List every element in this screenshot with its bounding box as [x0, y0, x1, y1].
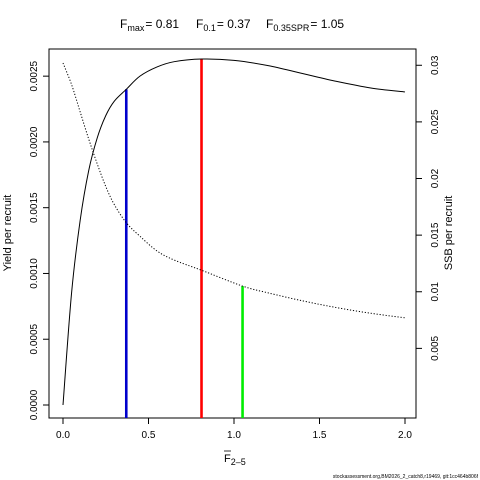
x-tick-label: 0.5	[142, 430, 156, 441]
yield-per-recruit-line	[62, 58, 406, 406]
series-group	[62, 58, 406, 406]
title-fspr-sub: 0.35SPR	[273, 23, 310, 33]
x-axis-label-symbol: F	[224, 453, 231, 465]
x-tick-label: 0.0	[56, 430, 70, 441]
y-right-tick-label: 0.015	[430, 222, 441, 247]
x-tick-label: 2.0	[398, 430, 412, 441]
y-right-tick-label: 0.01	[430, 282, 441, 302]
y-right-tick-label: 0.03	[430, 55, 441, 75]
title-fmax-sub: max	[127, 23, 145, 33]
x-axis: 0.0 0.5 1.0 1.5 2.0	[56, 418, 412, 441]
y-left-tick-label: 0.0010	[29, 258, 40, 289]
x-tick-label: 1.0	[227, 430, 241, 441]
title-fmax-symbol: F	[120, 17, 127, 31]
y-right-tick-label: 0.02	[430, 168, 441, 188]
y-left-tick-label: 0.0000	[29, 389, 40, 420]
y-axis-left-label: Yield per recruit	[2, 195, 14, 272]
footer-text: stockassessment.org,BM2026_2_catch8,r194…	[333, 474, 479, 480]
title-fspr-symbol: F	[266, 17, 273, 31]
chart-title: Fmax= 0.81 F0.1= 0.37 F0.35SPR= 1.05	[120, 17, 344, 33]
y-left-tick-label: 0.0005	[29, 323, 40, 354]
title-fmax-value: = 0.81	[145, 17, 179, 31]
x-tick-label: 1.5	[313, 430, 327, 441]
y-axis-right: 0.005 0.01 0.015 0.02 0.025 0.03	[416, 55, 441, 361]
y-axis-right-label: SSB per recruit	[443, 196, 455, 271]
title-fspr-value: = 1.05	[310, 17, 344, 31]
title-f01-symbol: F	[196, 17, 203, 31]
title-f01-value: = 0.37	[217, 17, 251, 31]
y-left-tick-label: 0.0020	[29, 126, 40, 157]
plot-frame	[48, 48, 417, 419]
y-left-tick-label: 0.0025	[29, 60, 40, 91]
y-left-tick-label: 0.0015	[29, 192, 40, 223]
x-axis-label: F2–5	[224, 453, 246, 467]
x-axis-label-sub: 2–5	[231, 457, 246, 467]
y-axis-left: 0.0000 0.0005 0.0010 0.0015 0.0020 0.0025	[29, 60, 49, 420]
reference-lines	[124, 59, 244, 418]
title-f01-sub: 0.1	[203, 23, 216, 33]
y-right-tick-label: 0.025	[430, 109, 441, 134]
y-right-tick-label: 0.005	[430, 335, 441, 360]
